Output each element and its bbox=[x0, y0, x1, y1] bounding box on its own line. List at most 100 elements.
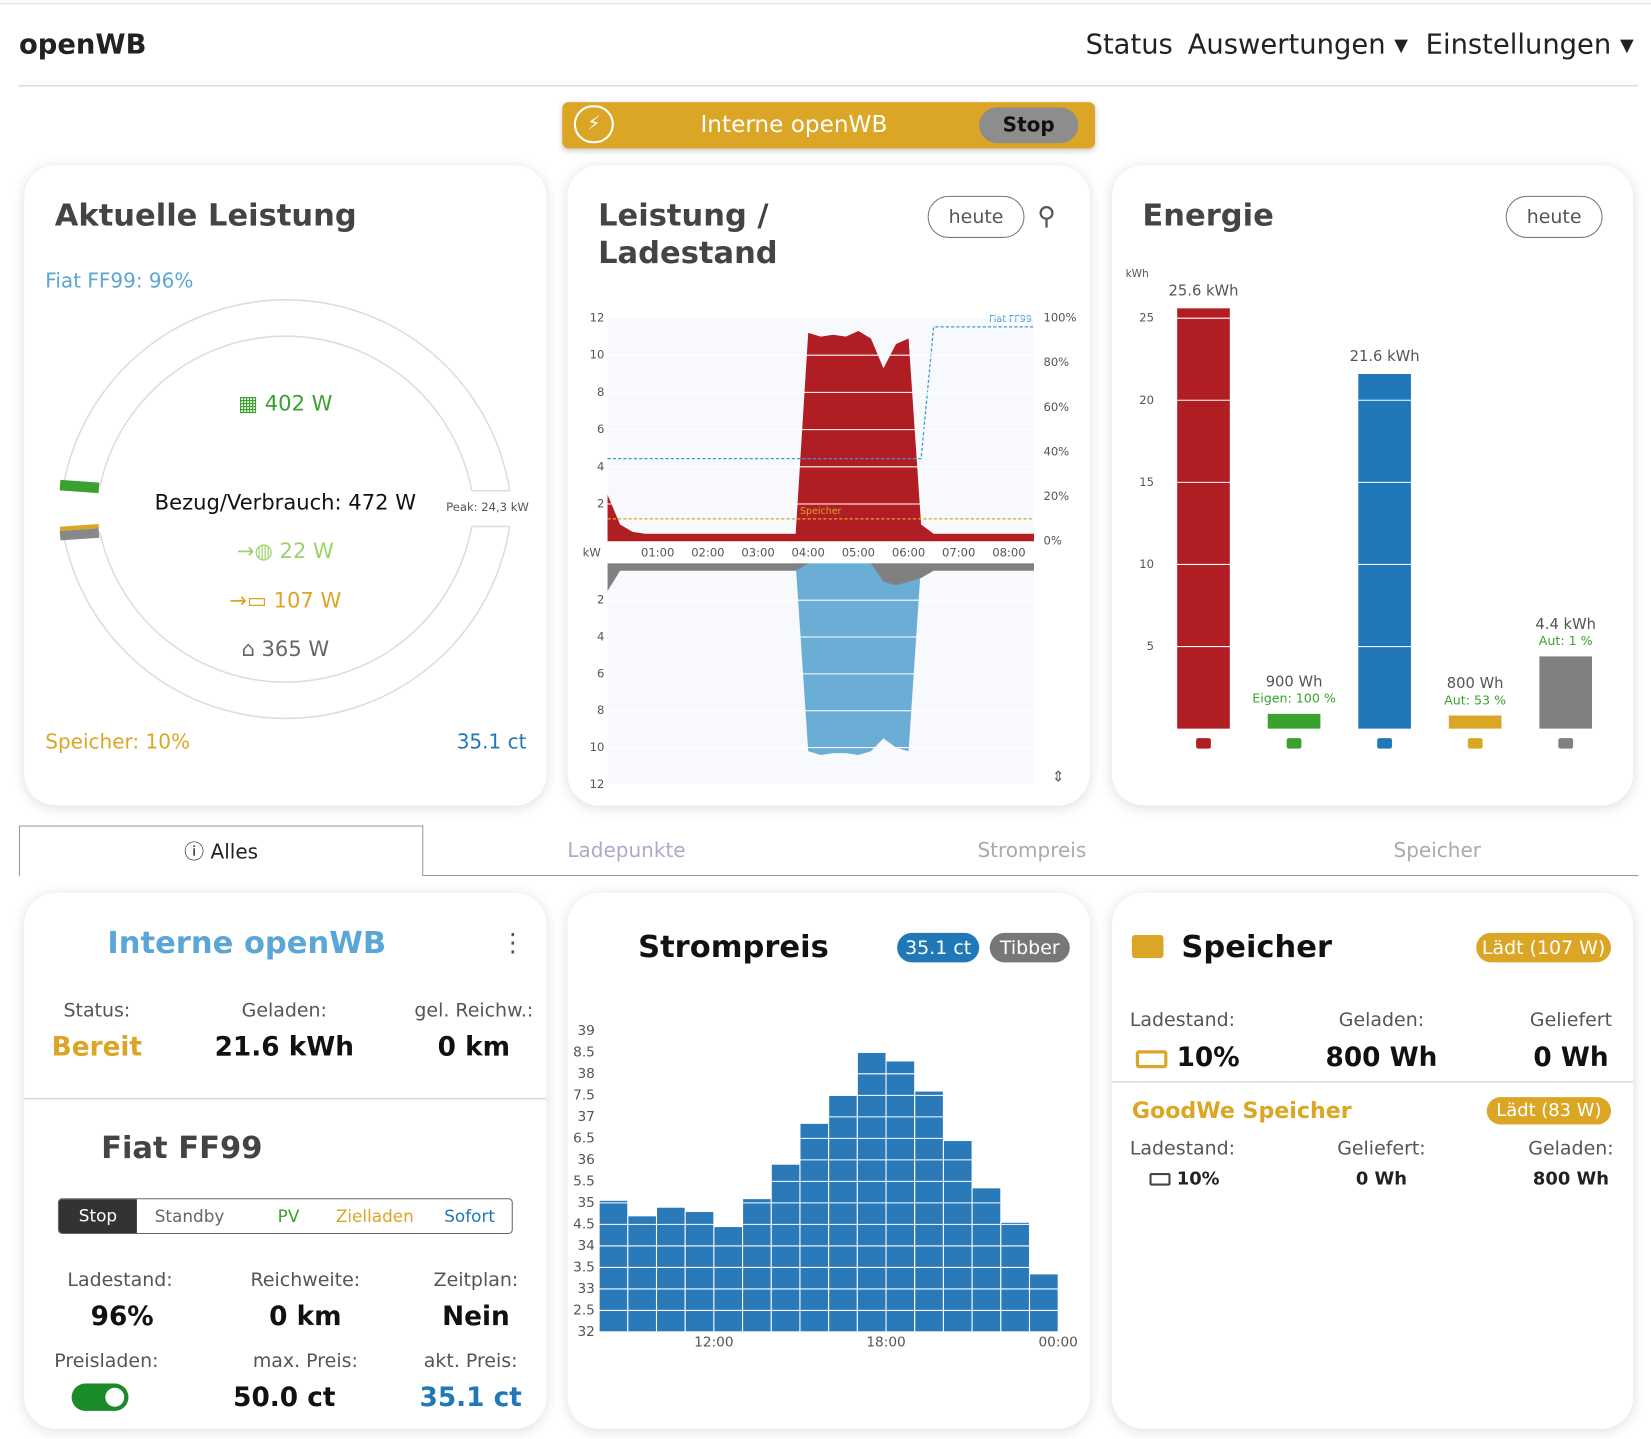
card-title: Energie bbox=[1142, 196, 1274, 233]
value: 50.0 ct bbox=[233, 1381, 336, 1413]
divider bbox=[24, 1098, 547, 1100]
peak: Peak: 24,3 kW bbox=[446, 500, 529, 515]
tab-label: Alles bbox=[210, 840, 259, 864]
value: 21.6 kWh bbox=[214, 1031, 354, 1062]
vehicle-title: Fiat FF99 bbox=[101, 1129, 263, 1166]
pv-power: ▦ 402 W bbox=[238, 390, 333, 416]
stop-button[interactable]: Stop bbox=[979, 107, 1079, 144]
vehicle-soc: Fiat FF99: 96% bbox=[45, 269, 194, 293]
label: Status: bbox=[63, 999, 131, 1022]
price-card bbox=[567, 892, 1090, 1429]
export-power: →◍ 22 W bbox=[236, 538, 334, 564]
label: Geladen: bbox=[1338, 1009, 1425, 1032]
tab[interactable]: ⓘ Alles bbox=[184, 840, 259, 864]
range-label: heute bbox=[948, 205, 1004, 228]
label: Geladen: bbox=[1528, 1137, 1614, 1160]
provider-badge: Tibber bbox=[989, 932, 1070, 963]
price-badge: 35.1 ct bbox=[897, 932, 980, 963]
grid-power: Bezug/Verbrauch: 472 W bbox=[154, 489, 417, 515]
value: 10% bbox=[1135, 1041, 1240, 1073]
energy-card bbox=[1111, 165, 1634, 806]
status-badge: Lädt (83 W) bbox=[1486, 1097, 1611, 1125]
battery-soc: Speicher: 10% bbox=[45, 730, 190, 754]
mode-button[interactable]: Zielladen bbox=[335, 1206, 414, 1227]
badge-label: 35.1 ct bbox=[905, 936, 972, 959]
mode-button[interactable]: Sofort bbox=[444, 1206, 495, 1227]
label: Ladestand: bbox=[1129, 1137, 1236, 1160]
toggle-knob bbox=[105, 1387, 125, 1407]
donut-inner bbox=[99, 526, 473, 683]
tab[interactable]: Strompreis bbox=[977, 839, 1086, 862]
battery-power: →▭ 107 W bbox=[229, 587, 342, 613]
badge-label: Tibber bbox=[999, 936, 1060, 959]
brand[interactable]: openWB bbox=[18, 29, 147, 62]
value: 800 Wh bbox=[1325, 1041, 1438, 1073]
range-button[interactable]: heute bbox=[1505, 195, 1603, 238]
chargepoint-card bbox=[24, 892, 547, 1429]
battery-value: 107 W bbox=[273, 587, 342, 613]
status: Bereit bbox=[51, 1031, 143, 1062]
nav-label: Einstellungen bbox=[1425, 29, 1612, 62]
nav-divider bbox=[18, 85, 1639, 87]
mode-button[interactable]: PV bbox=[277, 1206, 300, 1227]
zoom-icon[interactable]: ⚲ bbox=[1037, 201, 1056, 231]
menu-icon[interactable]: ⋮ bbox=[500, 927, 526, 958]
mode-group: Stop Standby PV Zielladen Sofort bbox=[57, 1198, 513, 1235]
label: Ladestand: bbox=[1129, 1009, 1236, 1032]
donut-inner bbox=[99, 335, 473, 491]
tab-label: Strompreis bbox=[977, 839, 1087, 863]
battery-icon bbox=[1131, 935, 1164, 959]
label: Geliefert bbox=[1529, 1009, 1613, 1032]
battery-outline bbox=[1135, 1049, 1168, 1068]
label: Reichweite: bbox=[250, 1269, 361, 1292]
export-value: 22 W bbox=[279, 538, 334, 564]
label: Geladen: bbox=[241, 999, 327, 1022]
nav-item[interactable]: Einstellungen ▾ bbox=[1425, 29, 1634, 62]
mode-button[interactable]: Standby bbox=[154, 1206, 225, 1227]
tab-label: Speicher bbox=[1393, 839, 1481, 863]
value: 0 km bbox=[269, 1300, 342, 1332]
power-card bbox=[24, 165, 547, 806]
value: 35.1 ct bbox=[419, 1381, 522, 1413]
battery-segment bbox=[59, 524, 99, 531]
nav-item[interactable]: Status bbox=[1085, 29, 1173, 62]
status-badge: Lädt (107 W) bbox=[1476, 932, 1611, 963]
value: 0 km bbox=[437, 1031, 511, 1062]
chargepoint-button[interactable]: ⚡ Interne openWB Stop bbox=[562, 102, 1096, 149]
device-title: GoodWe Speicher bbox=[1131, 1098, 1352, 1124]
card-title: Speicher bbox=[1181, 928, 1333, 965]
value: 800 Wh bbox=[1532, 1168, 1610, 1190]
label: Ladestand: bbox=[67, 1269, 173, 1292]
toggle[interactable] bbox=[71, 1383, 129, 1411]
battery-outline bbox=[1149, 1172, 1171, 1186]
chargepoint-title: Interne openWB bbox=[107, 924, 387, 961]
value: 96% bbox=[90, 1300, 154, 1332]
tab[interactable]: Speicher bbox=[1394, 839, 1481, 862]
badge-label: Lädt (107 W) bbox=[1481, 936, 1606, 959]
price: 35.1 ct bbox=[456, 730, 527, 754]
house-value: 365 W bbox=[261, 635, 330, 662]
value: 0 Wh bbox=[1355, 1168, 1408, 1190]
card-title: Strompreis bbox=[638, 928, 829, 965]
tab-label: Ladepunkte bbox=[567, 839, 686, 863]
nav-item[interactable]: Auswertungen ▾ bbox=[1187, 29, 1408, 62]
range-button[interactable]: heute bbox=[927, 195, 1025, 238]
pv-segment bbox=[59, 479, 100, 494]
chargepoint-label: Interne openWB bbox=[700, 112, 888, 139]
donut-outer bbox=[62, 526, 511, 720]
value: Nein bbox=[442, 1300, 510, 1332]
pv-value: 402 W bbox=[264, 390, 333, 416]
range-label: heute bbox=[1526, 205, 1582, 228]
label: gel. Reichw.: bbox=[414, 999, 534, 1022]
soc: 10% bbox=[1176, 1041, 1240, 1073]
label: Preisladen: bbox=[54, 1350, 159, 1373]
scroll-icon[interactable]: ⇕ bbox=[1052, 768, 1065, 786]
tab-active[interactable] bbox=[18, 825, 424, 877]
badge-label: Lädt (83 W) bbox=[1496, 1100, 1602, 1122]
tab-border bbox=[423, 874, 1639, 877]
label: Zeitplan: bbox=[433, 1269, 519, 1292]
tab[interactable]: Ladepunkte bbox=[567, 839, 685, 862]
battery-card bbox=[1111, 892, 1634, 1429]
mode-button[interactable]: Stop bbox=[58, 1199, 137, 1233]
